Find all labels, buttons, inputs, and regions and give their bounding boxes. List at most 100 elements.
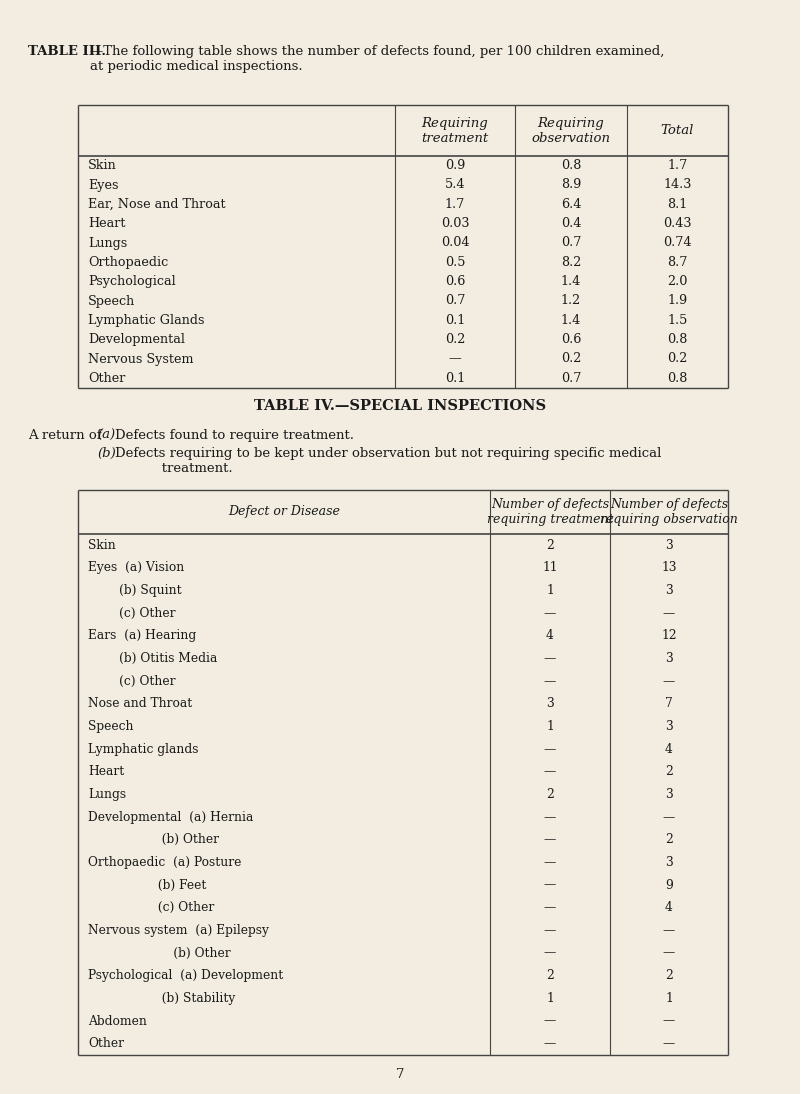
Text: (b) Other: (b) Other [88,946,230,959]
Text: —: — [544,811,556,824]
Text: 5.4: 5.4 [445,178,466,191]
Text: Speech: Speech [88,720,134,733]
Text: (a): (a) [97,429,115,442]
Text: 0.6: 0.6 [561,334,581,346]
Text: 0.1: 0.1 [445,372,465,385]
Text: —: — [449,352,462,365]
Text: 1: 1 [546,992,554,1005]
Text: (c) Other: (c) Other [88,675,175,688]
Text: 0.9: 0.9 [445,159,465,172]
Text: TABLE IV.—SPECIAL INSPECTIONS: TABLE IV.—SPECIAL INSPECTIONS [254,399,546,414]
Text: —: — [663,946,675,959]
Text: 1.2: 1.2 [561,294,581,307]
Text: Heart: Heart [88,766,124,778]
Text: Skin: Skin [88,159,117,172]
Text: —: — [544,946,556,959]
Text: 0.1: 0.1 [445,314,465,327]
Text: —: — [544,834,556,847]
Text: 2: 2 [546,788,554,801]
Text: —: — [663,607,675,620]
Text: 1: 1 [546,720,554,733]
Text: —: — [663,1037,675,1050]
Text: 8.9: 8.9 [561,178,581,191]
Text: 1.7: 1.7 [667,159,688,172]
Text: —: — [544,878,556,892]
Text: A return of: A return of [28,429,102,442]
Text: 0.2: 0.2 [445,334,465,346]
Text: —: — [544,766,556,778]
Text: Ear, Nose and Throat: Ear, Nose and Throat [88,198,226,211]
Text: 0.2: 0.2 [561,352,581,365]
Text: 7: 7 [665,697,673,710]
Text: Nervous system  (a) Epilepsy: Nervous system (a) Epilepsy [88,924,269,936]
Text: Psychological  (a) Development: Psychological (a) Development [88,969,283,982]
Text: Speech: Speech [88,294,135,307]
Text: Nose and Throat: Nose and Throat [88,697,192,710]
Text: —The following table shows the number of defects found, per 100 children examine: —The following table shows the number of… [90,45,664,73]
Text: —: — [544,856,556,869]
Text: 2: 2 [546,969,554,982]
Text: (c) Other: (c) Other [88,607,175,620]
Text: 6.4: 6.4 [561,198,581,211]
Text: Total: Total [661,124,694,137]
Text: 4: 4 [665,901,673,915]
Text: 7: 7 [396,1069,404,1082]
Text: 3: 3 [665,539,673,551]
Text: Heart: Heart [88,218,126,230]
Text: Number of defects
requiring treatment: Number of defects requiring treatment [486,498,614,526]
Text: 0.5: 0.5 [445,256,466,269]
Text: 1.4: 1.4 [561,314,581,327]
Text: 8.1: 8.1 [667,198,688,211]
Text: 1: 1 [665,992,673,1005]
Text: Defects requiring to be kept under observation but not requiring specific medica: Defects requiring to be kept under obser… [115,447,662,475]
Text: 13: 13 [662,561,677,574]
Text: (b): (b) [97,447,116,459]
Text: 0.74: 0.74 [663,236,692,249]
Text: —: — [544,652,556,665]
Text: 1.7: 1.7 [445,198,465,211]
Text: 0.7: 0.7 [561,372,581,385]
Text: Requiring
treatment: Requiring treatment [422,116,489,144]
Text: TABLE III.: TABLE III. [28,45,106,58]
Text: 0.8: 0.8 [561,159,581,172]
Text: 1.9: 1.9 [667,294,688,307]
Text: —: — [544,1014,556,1027]
Text: (b) Squint: (b) Squint [88,584,182,597]
Text: 8.2: 8.2 [561,256,581,269]
Text: 0.8: 0.8 [667,372,688,385]
Text: 0.7: 0.7 [561,236,581,249]
Text: 0.03: 0.03 [441,218,470,230]
Text: 0.7: 0.7 [445,294,465,307]
Text: Eyes: Eyes [88,178,118,191]
Text: (b) Otitis Media: (b) Otitis Media [88,652,218,665]
Text: Lungs: Lungs [88,788,126,801]
Text: —: — [663,675,675,688]
Text: 3: 3 [665,788,673,801]
Text: Eyes  (a) Vision: Eyes (a) Vision [88,561,184,574]
Text: 1: 1 [546,584,554,597]
Text: Developmental: Developmental [88,334,185,346]
Text: 3: 3 [665,652,673,665]
Text: Defects found to require treatment.: Defects found to require treatment. [115,429,354,442]
Text: 1.4: 1.4 [561,276,581,288]
Text: (b) Feet: (b) Feet [88,878,206,892]
Text: Other: Other [88,372,126,385]
Text: Developmental  (a) Hernia: Developmental (a) Hernia [88,811,254,824]
Text: 12: 12 [661,629,677,642]
Text: Orthopaedic  (a) Posture: Orthopaedic (a) Posture [88,856,242,869]
Text: 11: 11 [542,561,558,574]
Text: Lymphatic Glands: Lymphatic Glands [88,314,205,327]
Text: (b) Stability: (b) Stability [88,992,235,1005]
Text: Other: Other [88,1037,124,1050]
Text: 2: 2 [665,834,673,847]
Text: 2: 2 [665,969,673,982]
Text: Requiring
observation: Requiring observation [531,116,610,144]
Text: Skin: Skin [88,539,116,551]
Text: Nervous System: Nervous System [88,352,194,365]
Text: Defect or Disease: Defect or Disease [228,505,340,519]
Text: —: — [663,811,675,824]
Text: (b) Other: (b) Other [88,834,219,847]
Text: —: — [544,607,556,620]
Text: —: — [544,924,556,936]
Text: 3: 3 [665,584,673,597]
